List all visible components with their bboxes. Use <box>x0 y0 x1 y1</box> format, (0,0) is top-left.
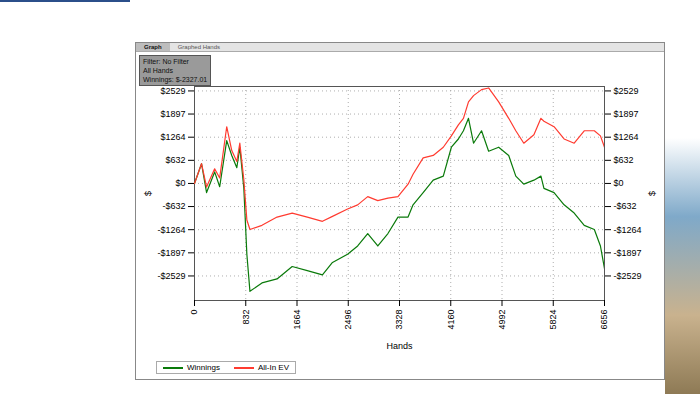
svg-text:-$1264: -$1264 <box>614 225 642 235</box>
svg-text:4992: 4992 <box>497 310 507 330</box>
svg-text:-$1897: -$1897 <box>614 248 642 258</box>
svg-text:$1897: $1897 <box>160 109 185 119</box>
svg-text:-$1264: -$1264 <box>157 225 185 235</box>
html-text:Filter: No Filter: Filter: No Filter <box>143 58 189 65</box>
svg-text:$1264: $1264 <box>614 132 639 142</box>
html-text:Winnings: Winnings <box>187 363 220 372</box>
svg-text:$1897: $1897 <box>614 109 639 119</box>
html-text:Winnings: $-2327.01: Winnings: $-2327.01 <box>143 76 208 83</box>
svg-text:Hands: Hands <box>386 341 413 351</box>
svg-text:$1264: $1264 <box>160 132 185 142</box>
html-text:All Hands: All Hands <box>143 67 173 74</box>
svg-text:$2529: $2529 <box>160 86 185 96</box>
svg-text:-$632: -$632 <box>614 201 637 211</box>
html-text:Graph: Graph <box>144 44 162 50</box>
svg-text:-$1897: -$1897 <box>157 248 185 258</box>
svg-text:2496: 2496 <box>343 310 353 330</box>
svg-text:$0: $0 <box>614 178 624 188</box>
svg-text:5824: 5824 <box>548 310 558 330</box>
svg-text:832: 832 <box>241 310 251 325</box>
svg-text:4160: 4160 <box>446 310 456 330</box>
svg-text:-$2529: -$2529 <box>157 271 185 281</box>
svg-text:-$2529: -$2529 <box>614 271 642 281</box>
svg-text:3328: 3328 <box>394 310 404 330</box>
html-text:Graphed Hands: Graphed Hands <box>177 44 220 50</box>
svg-text:$632: $632 <box>614 155 634 165</box>
svg-text:$: $ <box>647 191 657 196</box>
svg-text:-$632: -$632 <box>162 201 185 211</box>
svg-text:6656: 6656 <box>599 310 609 330</box>
svg-text:$632: $632 <box>165 155 185 165</box>
svg-text:$: $ <box>143 191 153 196</box>
svg-text:1664: 1664 <box>292 310 302 330</box>
svg-text:0: 0 <box>189 310 199 315</box>
svg-text:$2529: $2529 <box>614 86 639 96</box>
html-text:All-In EV: All-In EV <box>257 363 289 372</box>
svg-text:$0: $0 <box>175 178 185 188</box>
